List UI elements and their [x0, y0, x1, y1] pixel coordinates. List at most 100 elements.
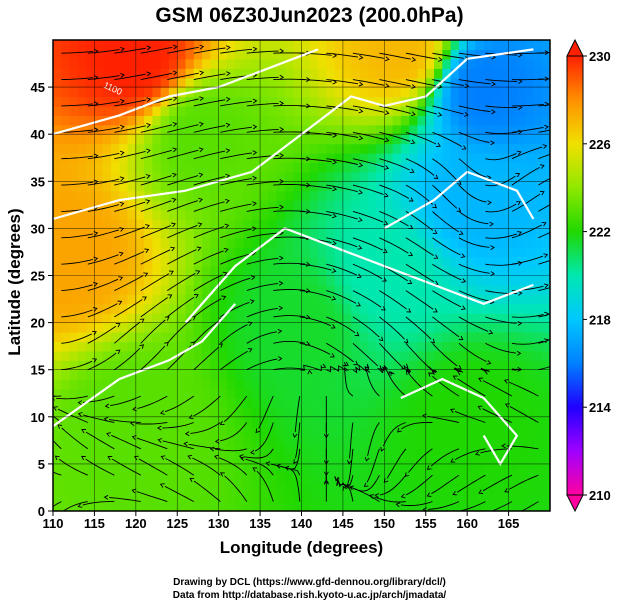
heatmap-cell [94, 407, 104, 418]
heatmap-cell [492, 153, 501, 164]
heatmap-cell [376, 77, 385, 88]
heatmap-cell [500, 105, 510, 116]
heatmap-cell [69, 501, 79, 511]
heatmap-cell [144, 266, 153, 277]
heatmap-cell [276, 200, 286, 211]
heatmap-cell [243, 68, 253, 79]
heatmap-cell [541, 190, 550, 201]
heatmap-cell [359, 275, 369, 286]
heatmap-cell [384, 284, 394, 295]
heatmap-cell [467, 501, 477, 511]
streamline-arrowhead [120, 46, 125, 52]
heatmap-cell [525, 266, 535, 277]
heatmap-cell [434, 284, 443, 295]
heatmap-cell [284, 105, 294, 116]
heatmap-cell [144, 435, 153, 446]
streamline-arrowhead [452, 490, 458, 496]
heatmap-cell [235, 124, 245, 135]
streamline-arrowhead [408, 197, 414, 202]
heatmap-cell [53, 284, 62, 295]
streamline [432, 316, 460, 338]
heatmap-cell [376, 237, 385, 248]
heatmap-cell [467, 256, 477, 267]
heatmap-cell [260, 49, 269, 60]
heatmap-cell [210, 445, 220, 456]
heatmap-cell [135, 388, 145, 399]
heatmap-cell [309, 190, 319, 201]
heatmap-cell [326, 284, 336, 295]
heatmap-cell [135, 294, 145, 305]
streamline [538, 52, 550, 54]
streamline-arrowhead [397, 427, 402, 433]
streamline [456, 474, 486, 493]
heatmap-cell [168, 397, 178, 408]
heatmap-cell [218, 284, 228, 295]
heatmap-cell [185, 190, 195, 201]
heatmap-cell [293, 322, 303, 333]
heatmap-cell [86, 115, 96, 126]
heatmap-cell [152, 341, 162, 352]
heatmap-cell [417, 87, 427, 98]
heatmap-cell [243, 360, 253, 371]
heatmap-cell [326, 266, 336, 277]
heatmap-cell [119, 134, 129, 145]
heatmap-cell [135, 473, 145, 484]
heatmap-cell [458, 49, 468, 60]
heatmap-cell [301, 350, 311, 361]
heatmap-cell [425, 388, 435, 399]
heatmap-cell [342, 124, 352, 135]
heatmap-cell [500, 143, 510, 154]
heatmap-cell [434, 256, 443, 267]
streamline [374, 496, 406, 503]
heatmap-cell [508, 397, 518, 408]
heatmap-cell [409, 284, 419, 295]
streamline-arrowhead [384, 110, 390, 116]
heatmap-cell [442, 68, 452, 79]
streamline [485, 203, 517, 213]
heatmap-cell [450, 181, 460, 192]
heatmap-cell [268, 247, 278, 258]
heatmap-cell [425, 369, 435, 380]
heatmap-cell [102, 68, 112, 79]
heatmap-cell [400, 143, 410, 154]
heatmap-cell [61, 416, 71, 427]
heatmap-cell [284, 115, 294, 126]
heatmap-cell [384, 190, 394, 201]
credit-drawing: Drawing by DCL (https://www.gfd-dennou.o… [173, 577, 446, 588]
heatmap-cell [235, 407, 245, 418]
heatmap-cell [86, 360, 96, 371]
streamline-arrowhead [106, 432, 111, 437]
heatmap-cell [467, 162, 477, 173]
heatmap-cell [351, 181, 361, 192]
y-tick-label: 25 [31, 269, 45, 284]
streamline [485, 131, 518, 135]
heatmap-cell [442, 87, 452, 98]
heatmap-cell [135, 218, 145, 229]
heatmap-cell [77, 143, 87, 154]
heatmap-cell [450, 105, 460, 116]
streamline [193, 176, 225, 186]
heatmap-cell [210, 105, 220, 116]
heatmap-cell [276, 482, 286, 493]
streamline [162, 422, 194, 429]
heatmap-cell [86, 134, 96, 145]
heatmap-cell [359, 445, 369, 456]
heatmap-cell [94, 341, 104, 352]
heatmap-cell [384, 105, 394, 116]
heatmap-cell [434, 200, 443, 211]
heatmap-cell [94, 379, 104, 390]
heatmap-cell [467, 416, 477, 427]
streamline [140, 319, 166, 344]
heatmap-cell [110, 190, 120, 201]
heatmap-cell [160, 68, 170, 79]
streamline-arrowhead [504, 488, 510, 493]
heatmap-cell [86, 341, 96, 352]
heatmap-cell [110, 143, 120, 154]
heatmap-cell [226, 190, 236, 201]
heatmap-cell [384, 313, 394, 324]
heatmap-cell [359, 87, 369, 98]
heatmap-cell [458, 463, 468, 474]
heatmap-cell [376, 49, 385, 60]
heatmap-cell [525, 482, 535, 493]
heatmap-cell [235, 501, 245, 511]
